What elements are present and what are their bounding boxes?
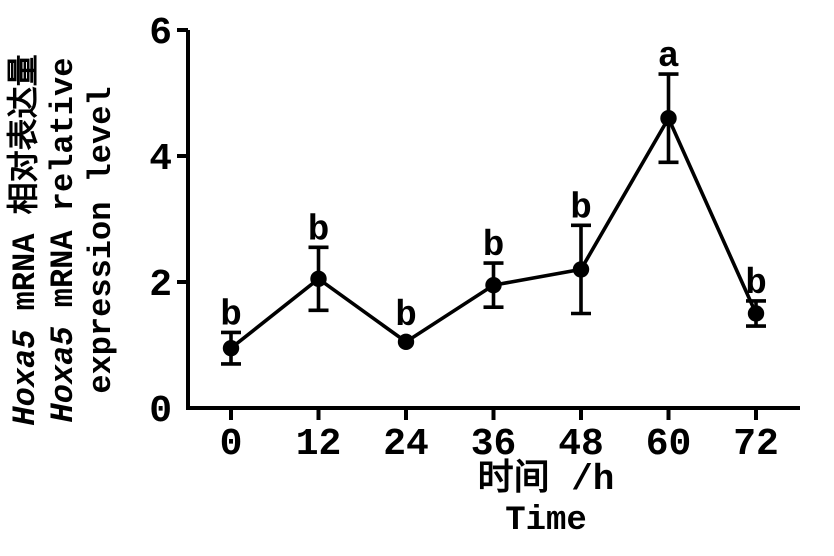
y-tick-label: 4 [149, 138, 172, 181]
x-axis-title: 时间 /h Time [396, 458, 696, 540]
significance-letter: b [220, 294, 242, 335]
data-point-marker [397, 333, 415, 351]
data-point-marker [572, 261, 590, 278]
data-point-marker [747, 305, 765, 322]
x-tick-label: 36 [471, 423, 517, 466]
x-tick-labels: 0 12 24 36 48 60 72 [220, 423, 779, 466]
x-tick-label: 72 [733, 423, 779, 466]
x-tick-label: 12 [296, 423, 342, 466]
y-tick-label: 2 [149, 264, 172, 307]
data-point-marker [660, 110, 677, 127]
data-point-marker [222, 339, 240, 357]
x-tick-label: 0 [220, 423, 243, 466]
significance-letter: b [745, 263, 767, 304]
significance-letter: b [483, 225, 505, 266]
significance-letter: b [308, 209, 330, 250]
significance-letter: b [395, 295, 417, 336]
x-axis-title-cn: 时间 /h [477, 459, 615, 500]
data-point-marker [310, 270, 327, 288]
point-markers [222, 110, 765, 357]
y-tick-label: 0 [149, 390, 172, 433]
error-bars [221, 72, 766, 366]
data-point-marker [485, 276, 502, 294]
significance-letter: b [570, 187, 592, 228]
x-tick-label: 24 [383, 423, 429, 466]
y-tick-labels: 0 2 4 6 [149, 12, 172, 433]
x-tick-label: 48 [558, 423, 604, 466]
significance-letter: a [658, 36, 680, 77]
axes [177, 28, 800, 420]
x-axis-title-en: Time [505, 502, 587, 540]
y-tick-label: 6 [149, 12, 172, 55]
x-tick-label: 60 [646, 423, 692, 466]
significance-letters: b b b b b a b [220, 36, 767, 336]
